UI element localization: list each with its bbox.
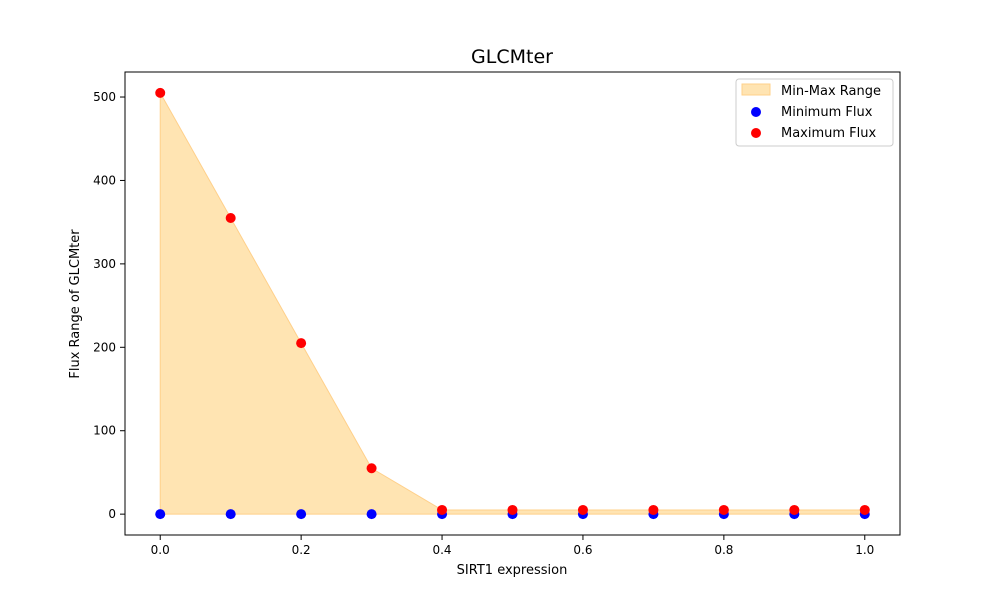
- maximum-flux-point: [718, 504, 729, 515]
- y-tick-label: 300: [93, 257, 116, 271]
- maximum-flux-point: [155, 87, 166, 98]
- minimum-flux-point: [155, 509, 166, 520]
- chart-title: GLCMter: [471, 46, 553, 68]
- legend: Min-Max Range Minimum Flux Maximum Flux: [735, 78, 894, 147]
- marks-layer: [155, 87, 870, 520]
- maximum-flux-point: [225, 212, 236, 223]
- y-tick-label: 100: [93, 424, 116, 438]
- x-axis-label: SIRT1 expression: [457, 563, 568, 578]
- maximum-flux-point: [366, 463, 377, 474]
- x-axis: 0.0 0.2 0.4 0.6 0.8 1.0: [151, 535, 874, 557]
- x-tick-label: 0.6: [573, 543, 592, 557]
- y-axis: 0 100 200 300 400 500: [93, 90, 125, 521]
- maximum-flux-point: [648, 504, 659, 515]
- legend-marker-max: [751, 128, 761, 138]
- minimum-flux-point: [296, 509, 307, 520]
- legend-label-max: Maximum Flux: [781, 126, 877, 141]
- x-tick-label: 0.8: [714, 543, 733, 557]
- x-tick-label: 0.0: [151, 543, 170, 557]
- maximum-flux-point: [789, 504, 800, 515]
- x-tick-label: 1.0: [855, 543, 874, 557]
- legend-frame: [735, 78, 894, 147]
- min-max-range-band: [159, 90, 866, 515]
- fill-layer: [159, 90, 866, 515]
- maximum-flux-point: [577, 504, 588, 515]
- y-tick-label: 500: [93, 90, 116, 104]
- maximum-flux-point: [437, 504, 448, 515]
- y-axis-label: Flux Range of GLCMter: [68, 229, 83, 379]
- x-tick-label: 0.2: [292, 543, 311, 557]
- plot-area: [124, 71, 901, 536]
- legend-marker-min: [751, 107, 761, 117]
- plot-frame: [124, 71, 901, 536]
- y-tick-label: 0: [108, 507, 116, 521]
- minimum-flux-point: [225, 509, 236, 520]
- minimum-flux-point: [366, 509, 377, 520]
- y-tick-label: 200: [93, 340, 116, 354]
- maximum-flux-point: [507, 504, 518, 515]
- legend-swatch-range: [741, 83, 771, 96]
- y-tick-label: 400: [93, 173, 116, 187]
- legend-label-range: Min-Max Range: [781, 84, 881, 99]
- x-tick-label: 0.4: [432, 543, 451, 557]
- maximum-flux-point: [296, 338, 307, 349]
- legend-label-min: Minimum Flux: [781, 105, 873, 120]
- maximum-flux-point: [859, 504, 870, 515]
